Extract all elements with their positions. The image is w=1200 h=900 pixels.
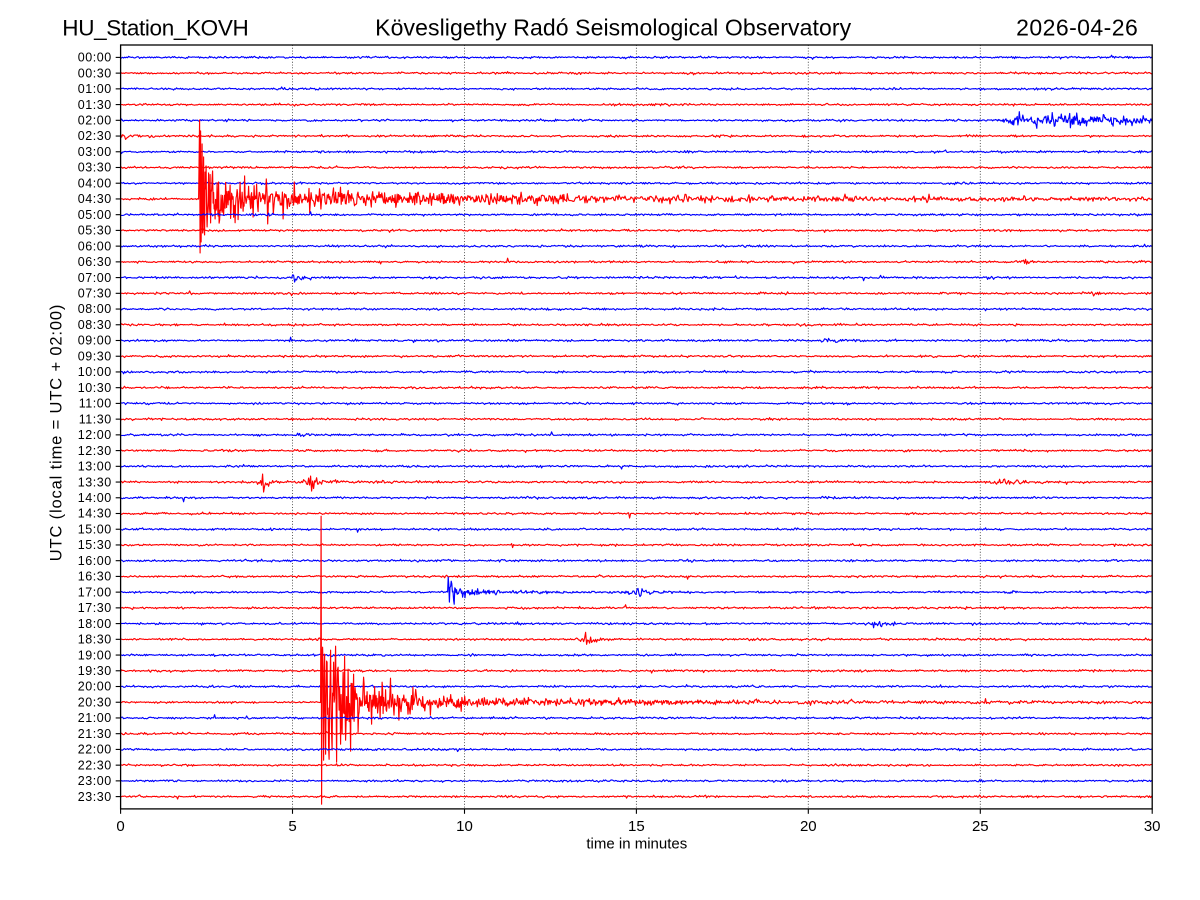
svg-text:13:00: 13:00 [78, 460, 112, 474]
svg-text:20: 20 [800, 818, 817, 835]
svg-text:5: 5 [288, 818, 296, 835]
svg-text:UTC (local time = UTC + 02:00): UTC (local time = UTC + 02:00) [48, 304, 66, 561]
svg-text:06:00: 06:00 [78, 239, 112, 253]
svg-text:10:30: 10:30 [78, 381, 112, 395]
svg-text:23:00: 23:00 [78, 774, 112, 788]
svg-text:17:00: 17:00 [78, 585, 112, 599]
svg-text:11:00: 11:00 [79, 397, 112, 411]
svg-text:08:30: 08:30 [78, 318, 112, 332]
svg-text:23:30: 23:30 [78, 790, 112, 804]
svg-text:18:30: 18:30 [78, 633, 112, 647]
svg-text:20:30: 20:30 [78, 695, 112, 709]
svg-text:11:30: 11:30 [79, 412, 112, 426]
svg-text:20:00: 20:00 [78, 680, 112, 694]
svg-text:19:30: 19:30 [78, 664, 112, 678]
svg-text:16:00: 16:00 [78, 554, 112, 568]
svg-text:16:30: 16:30 [78, 570, 112, 584]
svg-text:04:00: 04:00 [78, 176, 112, 190]
svg-text:00:00: 00:00 [78, 51, 112, 65]
svg-text:30: 30 [1144, 818, 1161, 835]
svg-text:03:00: 03:00 [78, 145, 112, 159]
svg-text:08:00: 08:00 [78, 302, 112, 316]
svg-text:HU_Station_KOVH: HU_Station_KOVH [62, 15, 248, 40]
svg-text:22:30: 22:30 [78, 758, 112, 772]
svg-text:01:00: 01:00 [78, 82, 112, 96]
svg-text:15:30: 15:30 [78, 538, 112, 552]
svg-text:time in minutes: time in minutes [586, 835, 687, 852]
svg-text:15: 15 [628, 818, 645, 835]
svg-text:00:30: 00:30 [78, 66, 112, 80]
svg-text:18:00: 18:00 [78, 617, 112, 631]
svg-text:09:00: 09:00 [78, 334, 112, 348]
svg-text:Kövesligethy Radó Seismologica: Kövesligethy Radó Seismological Observat… [375, 14, 851, 40]
svg-text:12:00: 12:00 [78, 428, 112, 442]
svg-text:21:30: 21:30 [78, 727, 112, 741]
svg-text:13:30: 13:30 [78, 475, 112, 489]
svg-text:12:30: 12:30 [78, 444, 112, 458]
svg-text:2026-04-26: 2026-04-26 [1016, 14, 1138, 40]
svg-text:17:30: 17:30 [78, 601, 112, 615]
svg-text:02:00: 02:00 [78, 114, 112, 128]
svg-text:21:00: 21:00 [78, 711, 112, 725]
svg-text:01:30: 01:30 [78, 98, 112, 112]
svg-text:07:30: 07:30 [78, 287, 112, 301]
svg-text:09:30: 09:30 [78, 349, 112, 363]
svg-text:04:30: 04:30 [78, 192, 112, 206]
svg-text:02:30: 02:30 [78, 129, 112, 143]
svg-text:25: 25 [972, 818, 989, 835]
svg-text:05:00: 05:00 [78, 208, 112, 222]
svg-text:06:30: 06:30 [78, 255, 112, 269]
svg-text:10: 10 [456, 818, 473, 835]
svg-text:07:00: 07:00 [78, 271, 112, 285]
svg-text:14:30: 14:30 [78, 507, 112, 521]
svg-text:22:00: 22:00 [78, 743, 112, 757]
svg-text:10:00: 10:00 [78, 365, 112, 379]
svg-text:19:00: 19:00 [78, 648, 112, 662]
svg-text:03:30: 03:30 [78, 161, 112, 175]
svg-text:14:00: 14:00 [78, 491, 112, 505]
svg-text:0: 0 [116, 818, 124, 835]
svg-text:15:00: 15:00 [78, 522, 112, 536]
svg-text:05:30: 05:30 [78, 224, 112, 238]
